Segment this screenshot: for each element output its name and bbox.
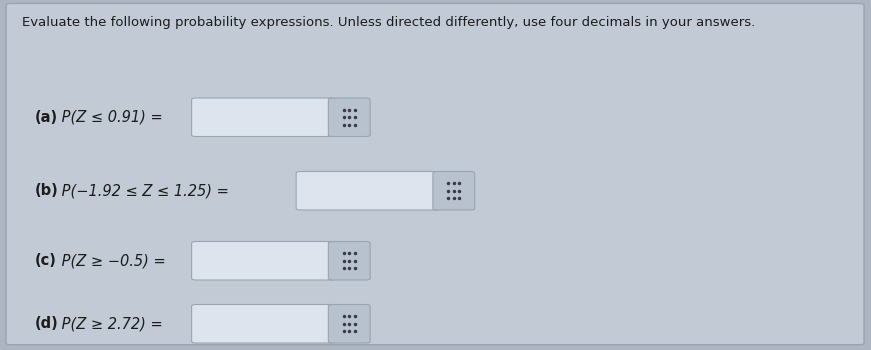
Text: (d): (d)	[35, 316, 58, 331]
FancyBboxPatch shape	[433, 172, 475, 210]
FancyBboxPatch shape	[328, 98, 370, 136]
Text: P(−1.92 ≤ Z ≤ 1.25) =: P(−1.92 ≤ Z ≤ 1.25) =	[57, 183, 229, 198]
FancyBboxPatch shape	[192, 304, 335, 343]
Text: P(Z ≤ 0.91) =: P(Z ≤ 0.91) =	[57, 110, 163, 125]
Text: (b): (b)	[35, 183, 58, 198]
Text: (c): (c)	[35, 253, 57, 268]
FancyBboxPatch shape	[328, 304, 370, 343]
Text: Evaluate the following probability expressions. Unless directed differently, use: Evaluate the following probability expre…	[22, 16, 755, 29]
FancyBboxPatch shape	[328, 241, 370, 280]
FancyBboxPatch shape	[6, 4, 864, 345]
FancyBboxPatch shape	[296, 172, 440, 210]
Text: (a): (a)	[35, 110, 58, 125]
FancyBboxPatch shape	[192, 98, 335, 136]
Text: P(Z ≥ 2.72) =: P(Z ≥ 2.72) =	[57, 316, 163, 331]
FancyBboxPatch shape	[192, 241, 335, 280]
Text: P(Z ≥ −0.5) =: P(Z ≥ −0.5) =	[57, 253, 166, 268]
